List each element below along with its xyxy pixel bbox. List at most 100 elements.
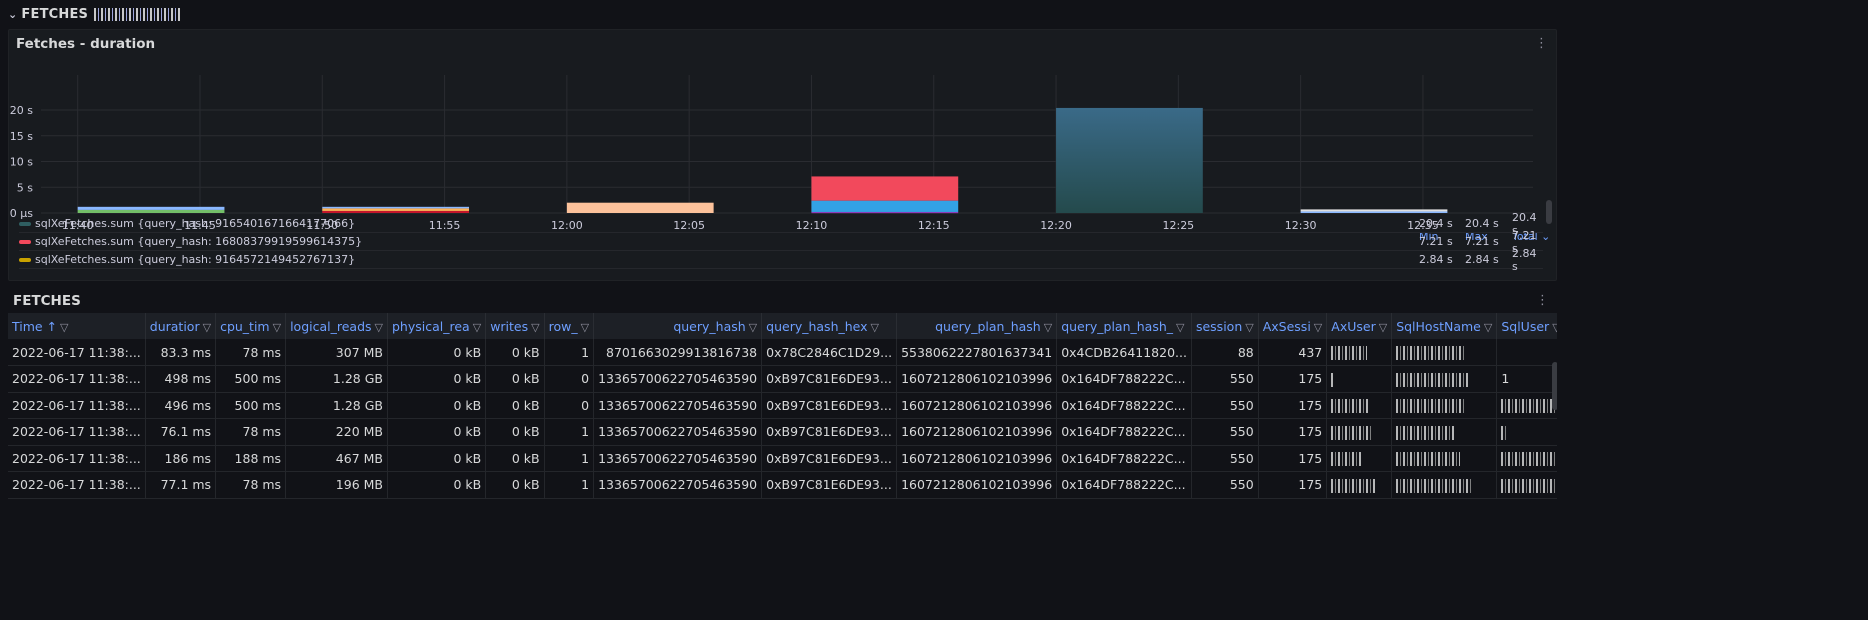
filter-icon[interactable]: ▽ <box>1378 320 1388 334</box>
table-cell: 2022-06-17 11:38:... <box>8 471 146 499</box>
column-header[interactable]: duratior ▽ <box>145 313 217 339</box>
filter-icon[interactable]: ▽ <box>1043 320 1053 334</box>
column-header-label: SqlUser <box>1501 318 1550 334</box>
filter-icon[interactable]: ▽ <box>748 320 758 334</box>
table-cell <box>1391 339 1498 366</box>
table-cell: 0x4CDB26411820... <box>1056 339 1192 366</box>
column-header-label: AxUser <box>1331 318 1376 334</box>
filter-icon[interactable]: ▽ <box>1245 320 1254 334</box>
table-cell: 0 kB <box>485 445 545 472</box>
filter-icon[interactable]: ▽ <box>272 320 282 334</box>
data-table: Time ↑ ▽ duratior ▽ cpu_tim ▽ logical_reads ▽ ph… <box>8 313 1557 499</box>
legend-item[interactable]: sqlXeFetches.sum {query_hash: 1680837991… <box>19 229 1543 255</box>
table-cell <box>1391 445 1498 472</box>
legend-item[interactable]: sqlXeFetches.sum {query_hash: 9164572149… <box>19 247 1543 273</box>
table-cell: 1607212806102103996 <box>896 445 1058 472</box>
column-header[interactable]: SqlUser▽ <box>1496 313 1557 339</box>
filter-icon[interactable]: ▽ <box>1313 320 1323 334</box>
legend-header-max[interactable]: Max <box>1465 230 1488 243</box>
column-header-label: SqlHostName <box>1396 318 1481 334</box>
table-cell <box>1391 365 1498 393</box>
legend-header-total[interactable]: Total ⌄ <box>1512 230 1551 243</box>
x-tick-label: 12:05 <box>673 219 705 230</box>
table-row[interactable]: 2022-06-17 11:38:... 77.1 ms 78 ms 196 MB 0 … <box>8 471 1557 499</box>
kebab-icon[interactable]: ⋮ <box>1535 36 1548 51</box>
filter-icon[interactable]: ▽ <box>472 320 482 334</box>
redacted-text <box>1331 399 1370 413</box>
table-row[interactable]: 2022-06-17 11:38:... 496 ms 500 ms 1.28 GB 0… <box>8 392 1557 419</box>
table-cell: 13365700622705463590 <box>593 418 763 446</box>
table-cell: 0x164DF788222C... <box>1056 418 1192 446</box>
table-cell <box>1496 392 1557 419</box>
table-row[interactable]: 2022-06-17 11:38:... 498 ms 500 ms 1.28 GB 0… <box>8 365 1557 393</box>
table-row[interactable]: 2022-06-17 11:38:... 76.1 ms 78 ms 220 MB 0 … <box>8 418 1557 446</box>
table-scrollbar[interactable] <box>1552 362 1557 410</box>
legend-max-value: 20.4 s <box>1465 217 1499 230</box>
bar-segment <box>77 206 225 210</box>
chevron-down-icon[interactable]: ⌄ <box>8 7 18 21</box>
table-cell: 1 <box>544 418 595 446</box>
table-cell <box>1391 418 1498 446</box>
x-tick-label: 11:40 <box>62 219 94 230</box>
filter-icon[interactable]: ▽ <box>870 320 880 334</box>
column-header-label: logical_reads <box>290 318 372 334</box>
filter-icon[interactable]: ▽ <box>1483 320 1493 334</box>
table-row[interactable]: 2022-06-17 11:38:... 186 ms 188 ms 467 MB 0 … <box>8 445 1557 472</box>
redacted-text <box>94 7 183 21</box>
column-header[interactable]: session ▽ <box>1191 313 1259 339</box>
row-header-fetches[interactable]: ⌄ FETCHES <box>8 4 183 24</box>
column-header[interactable]: query_plan_hash ▽ <box>896 313 1058 339</box>
column-header[interactable]: AxSessi ▽ <box>1258 313 1328 339</box>
filter-icon[interactable]: ▽ <box>374 320 383 334</box>
redacted-text <box>1501 425 1508 440</box>
table-cell: 88 <box>1191 339 1259 366</box>
column-header[interactable]: query_hash ▽ <box>593 313 763 339</box>
table-cell: 77.1 ms <box>145 471 217 499</box>
column-header[interactable]: physical_rea ▽ <box>387 313 487 339</box>
column-header[interactable]: row_ ▽ <box>544 313 595 339</box>
column-header[interactable]: cpu_tim ▽ <box>215 313 287 339</box>
filter-icon[interactable]: ▽ <box>1176 320 1185 334</box>
filter-icon[interactable]: ▽ <box>202 320 212 334</box>
table-cell: 498 ms <box>145 365 217 393</box>
column-header-label: session <box>1195 318 1243 334</box>
column-header-label: Time ↑ <box>12 318 58 334</box>
filter-icon[interactable]: ▽ <box>580 320 590 334</box>
column-header[interactable]: AxUser ▽ <box>1326 313 1393 339</box>
filter-icon[interactable]: ▽ <box>531 320 540 334</box>
bar-segment <box>811 211 959 214</box>
row-title: FETCHES <box>21 6 89 22</box>
table-row[interactable]: 2022-06-17 11:38:... 83.3 ms 78 ms 307 MB 0 … <box>8 339 1557 366</box>
filter-icon[interactable]: ▽ <box>1552 321 1557 334</box>
table-cell: 550 <box>1191 392 1259 419</box>
redacted-text <box>1331 452 1362 466</box>
legend-header-min[interactable]: Min <box>1419 230 1439 243</box>
table-cell: 175 <box>1258 418 1328 446</box>
column-header[interactable]: logical_reads ▽ <box>285 313 388 339</box>
legend-total-value: 7.21 s <box>1512 228 1537 255</box>
column-header-label: writes <box>490 318 529 334</box>
kebab-icon[interactable]: ⋮ <box>1536 293 1549 308</box>
table-cell: 175 <box>1258 365 1328 393</box>
column-header[interactable]: SqlHostName ▽ <box>1391 313 1498 339</box>
table-cell <box>1496 339 1557 366</box>
table-cell: 467 MB <box>285 445 388 472</box>
legend-max-value: 2.84 s <box>1465 253 1499 266</box>
table-cell: 188 ms <box>215 445 287 472</box>
column-header-label: AxSessi <box>1262 318 1311 334</box>
table-cell: 0xB97C81E6DE93... <box>761 392 898 419</box>
redacted-text <box>1396 345 1467 360</box>
legend-item[interactable]: sqlXeFetches.sum {query_hash: 9165401671… <box>19 211 1543 237</box>
column-header[interactable]: query_plan_hash_ ▽ <box>1056 313 1192 339</box>
table-cell: 0 kB <box>485 418 545 446</box>
table-cell: 13365700622705463590 <box>593 471 763 499</box>
table-cell: 5538062227801637341 <box>896 339 1058 366</box>
legend-series-name: sqlXeFetches.sum {query_hash: 9164572149… <box>35 253 356 266</box>
column-header[interactable]: query_hash_hex ▽ <box>761 313 898 339</box>
column-header[interactable]: Time ↑ ▽ <box>8 313 146 339</box>
column-header[interactable]: writes ▽ <box>485 313 545 339</box>
table-cell <box>1326 365 1393 393</box>
filter-icon[interactable]: ▽ <box>60 320 69 334</box>
legend-scrollbar[interactable] <box>1546 200 1552 224</box>
redacted-text <box>1396 372 1469 387</box>
